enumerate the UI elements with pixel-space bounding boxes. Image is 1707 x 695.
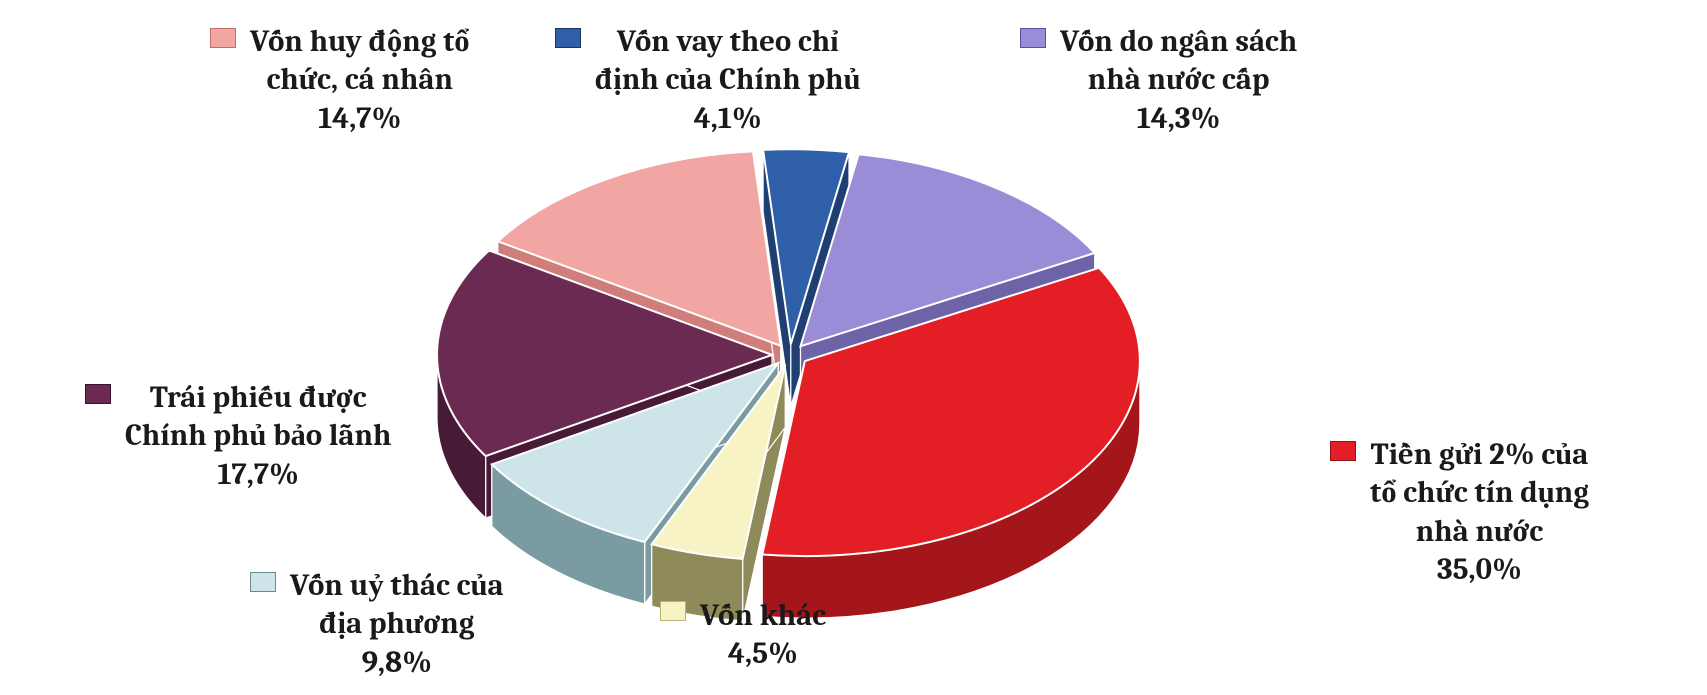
legend-vay_chi_dinh_cp: Vốn vay theo chỉ định của Chính phủ 4,1%: [595, 22, 861, 137]
legend-swatch-tien_gui_2pct: [1330, 441, 1356, 461]
legend-text-tien_gui_2pct: Tiền gửi 2% của tổ chức tín dụng nhà nướ…: [1370, 436, 1589, 587]
legend-trai_phieu_cp: Trái phiếu được Chính phủ bảo lãnh 17,7%: [125, 378, 391, 493]
legend-swatch-huy_dong_tc_cn: [210, 28, 236, 48]
legend-uy_thac_dp: Vốn uỷ thác của địa phương 9,8%: [290, 566, 504, 681]
legend-huy_dong_tc_cn: Vốn huy động tổ chức, cá nhân 14,7%: [250, 22, 470, 137]
legend-text-von_khac: Vốn khác 4,5%: [700, 597, 826, 671]
legend-ns_nha_nuoc: Vốn do ngân sách nhà nước cấp 14,3%: [1060, 22, 1297, 137]
legend-von_khac: Vốn khác 4,5%: [700, 596, 826, 673]
legend-swatch-uy_thac_dp: [250, 572, 276, 592]
legend-swatch-ns_nha_nuoc: [1020, 28, 1046, 48]
pie-chart-3d: Vốn do ngân sách nhà nước cấp 14,3% Tiền …: [0, 0, 1707, 695]
legend-text-ns_nha_nuoc: Vốn do ngân sách nhà nước cấp 14,3%: [1060, 23, 1297, 136]
legend-swatch-von_khac: [660, 601, 686, 621]
legend-swatch-trai_phieu_cp: [85, 384, 111, 404]
legend-text-vay_chi_dinh_cp: Vốn vay theo chỉ định của Chính phủ 4,1%: [595, 23, 861, 136]
legend-tien_gui_2pct: Tiền gửi 2% của tổ chức tín dụng nhà nướ…: [1370, 435, 1589, 588]
legend-text-uy_thac_dp: Vốn uỷ thác của địa phương 9,8%: [290, 567, 504, 680]
legend-text-huy_dong_tc_cn: Vốn huy động tổ chức, cá nhân 14,7%: [250, 23, 470, 136]
legend-swatch-vay_chi_dinh_cp: [555, 28, 581, 48]
legend-text-trai_phieu_cp: Trái phiếu được Chính phủ bảo lãnh 17,7%: [125, 379, 391, 492]
